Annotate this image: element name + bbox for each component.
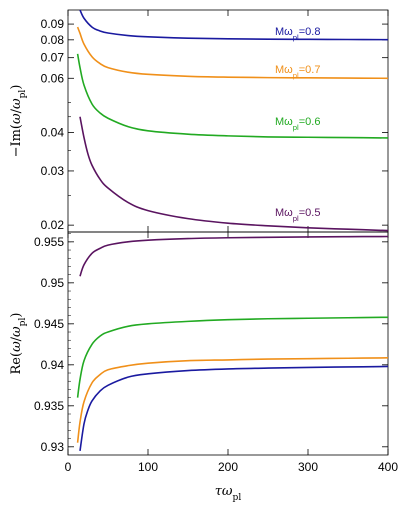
y-tick-label: 0.02	[41, 218, 65, 232]
y-axis-title-part: )	[9, 85, 24, 90]
series-label-part: pl	[293, 33, 299, 42]
y-axis-title-part: ω	[9, 326, 24, 337]
y-axis-title-part: /	[9, 336, 24, 341]
x-tick-label: 200	[218, 460, 238, 474]
x-axis-title: τωpl	[215, 484, 242, 503]
y-axis-title-part: Re(	[9, 352, 24, 375]
series-label-part: =0.7	[299, 64, 321, 76]
x-axis-title-part: pl	[233, 493, 242, 503]
y-axis-title-part: /	[9, 108, 24, 113]
y-tick-label: 0.95	[41, 276, 65, 290]
x-tick-label: 300	[298, 460, 318, 474]
series-line	[76, 357, 389, 443]
series-line	[79, 9, 389, 41]
y-tick-label: 0.935	[34, 399, 64, 413]
series-label-part: M	[275, 26, 284, 38]
y-tick-label: 0.945	[34, 317, 64, 331]
top-panel: 0.020.030.040.060.070.080.09Mωpl=0.8Mωpl…	[9, 9, 389, 233]
series-label: Mωpl=0.5	[275, 207, 320, 223]
series-label-part: =0.8	[299, 26, 321, 38]
series-label-part: =0.6	[299, 116, 321, 128]
x-axis-title-part: τ	[215, 484, 223, 499]
y-axis-title: −Im(ω/ωpl)	[9, 85, 28, 158]
y-axis-title-part: pl	[18, 317, 28, 326]
y-axis-title-part: −Im(	[9, 124, 24, 157]
y-tick-label: 0.955	[34, 235, 64, 249]
series-line	[79, 365, 389, 452]
series-label-part: M	[275, 207, 284, 219]
x-tick-label: 100	[138, 460, 158, 474]
y-tick-label: 0.03	[41, 164, 65, 178]
bottom-panel: 0.93 0.935 0.94 0.945 0.95 0.955 0 100 200 300 400…	[9, 231, 398, 503]
series-label-part: pl	[293, 214, 299, 223]
series-line	[79, 235, 389, 277]
x-tick-label: 0	[65, 460, 72, 474]
y-axis-title-part: pl	[18, 90, 28, 99]
x-tick-label: 400	[378, 460, 398, 474]
y-axis-title-part: ω	[9, 113, 24, 124]
series-label-part: =0.5	[299, 207, 321, 219]
series-line	[79, 116, 389, 232]
y-tick-label: 0.93	[41, 440, 65, 454]
series-label-part: ω	[284, 26, 293, 38]
series-label-part: ω	[284, 116, 293, 128]
series-label: Mωpl=0.6	[275, 116, 320, 132]
series-label-part: ω	[284, 207, 293, 219]
series-label-part: ω	[284, 64, 293, 76]
plot-frame	[67, 231, 389, 456]
series-label-part: pl	[293, 123, 299, 132]
series-line	[76, 316, 389, 398]
y-tick-label: 0.94	[41, 358, 65, 372]
series-label: Mωpl=0.8	[275, 26, 320, 42]
series-label-part: pl	[293, 71, 299, 80]
y-axis-title-part: ω	[9, 98, 24, 109]
y-tick-label: 0.04	[41, 125, 65, 139]
y-tick-label: 0.06	[41, 71, 65, 85]
y-tick-label: 0.07	[41, 51, 65, 65]
y-axis-title: Re(ω/ωpl)	[9, 313, 28, 375]
x-axis-title-part: ω	[222, 484, 233, 499]
plot-frame	[67, 9, 389, 233]
series-label: Mωpl=0.7	[275, 64, 320, 80]
y-axis-title-part: ω	[9, 341, 24, 352]
series-label-part: M	[275, 116, 284, 128]
series-line	[76, 53, 389, 139]
series-line	[76, 26, 389, 80]
y-tick-label: 0.08	[41, 33, 65, 47]
y-tick-label: 0.09	[41, 17, 65, 31]
series-label-part: M	[275, 64, 284, 76]
y-axis-title-part: )	[9, 313, 24, 318]
